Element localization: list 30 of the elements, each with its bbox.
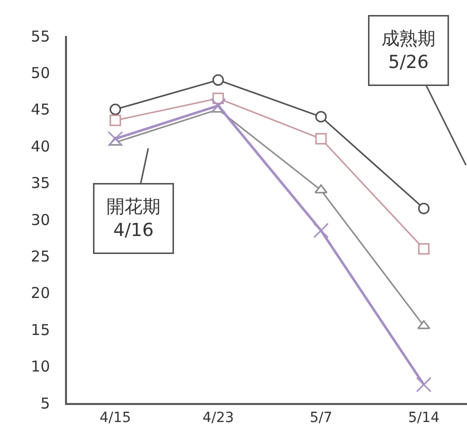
point [313,222,329,238]
point [108,131,124,147]
y-tick-label: 20 [30,284,50,302]
annotation: 開花期 4/16 [106,196,160,241]
x-tick-label: 5/7 [310,410,332,426]
x-tick-label: 4/15 [100,410,132,426]
point [110,114,122,126]
y-tick-label: 25 [30,247,50,266]
annotation: 成熟期 5/26 [382,28,436,73]
point [212,74,224,86]
x-tick-label: 4/23 [202,410,234,426]
y-tick-label: 45 [30,100,50,119]
point [418,243,430,255]
y-tick-label: 40 [30,137,50,156]
point [416,376,432,392]
x-tick-label: 5/14 [408,410,440,426]
point [315,133,327,145]
y-tick-label: 5 [40,394,50,412]
point [315,110,327,122]
y-tick-label: 10 [30,358,50,376]
y-tick-label: 35 [30,174,50,192]
point [210,98,226,114]
y-tick-label: 55 [30,27,50,46]
point [110,104,122,116]
y-tick-label: 50 [30,64,50,82]
point [314,184,328,194]
y-tick-label: 15 [30,320,50,339]
point [417,320,430,330]
y-tick-label: 30 [30,210,50,229]
point [418,202,430,214]
